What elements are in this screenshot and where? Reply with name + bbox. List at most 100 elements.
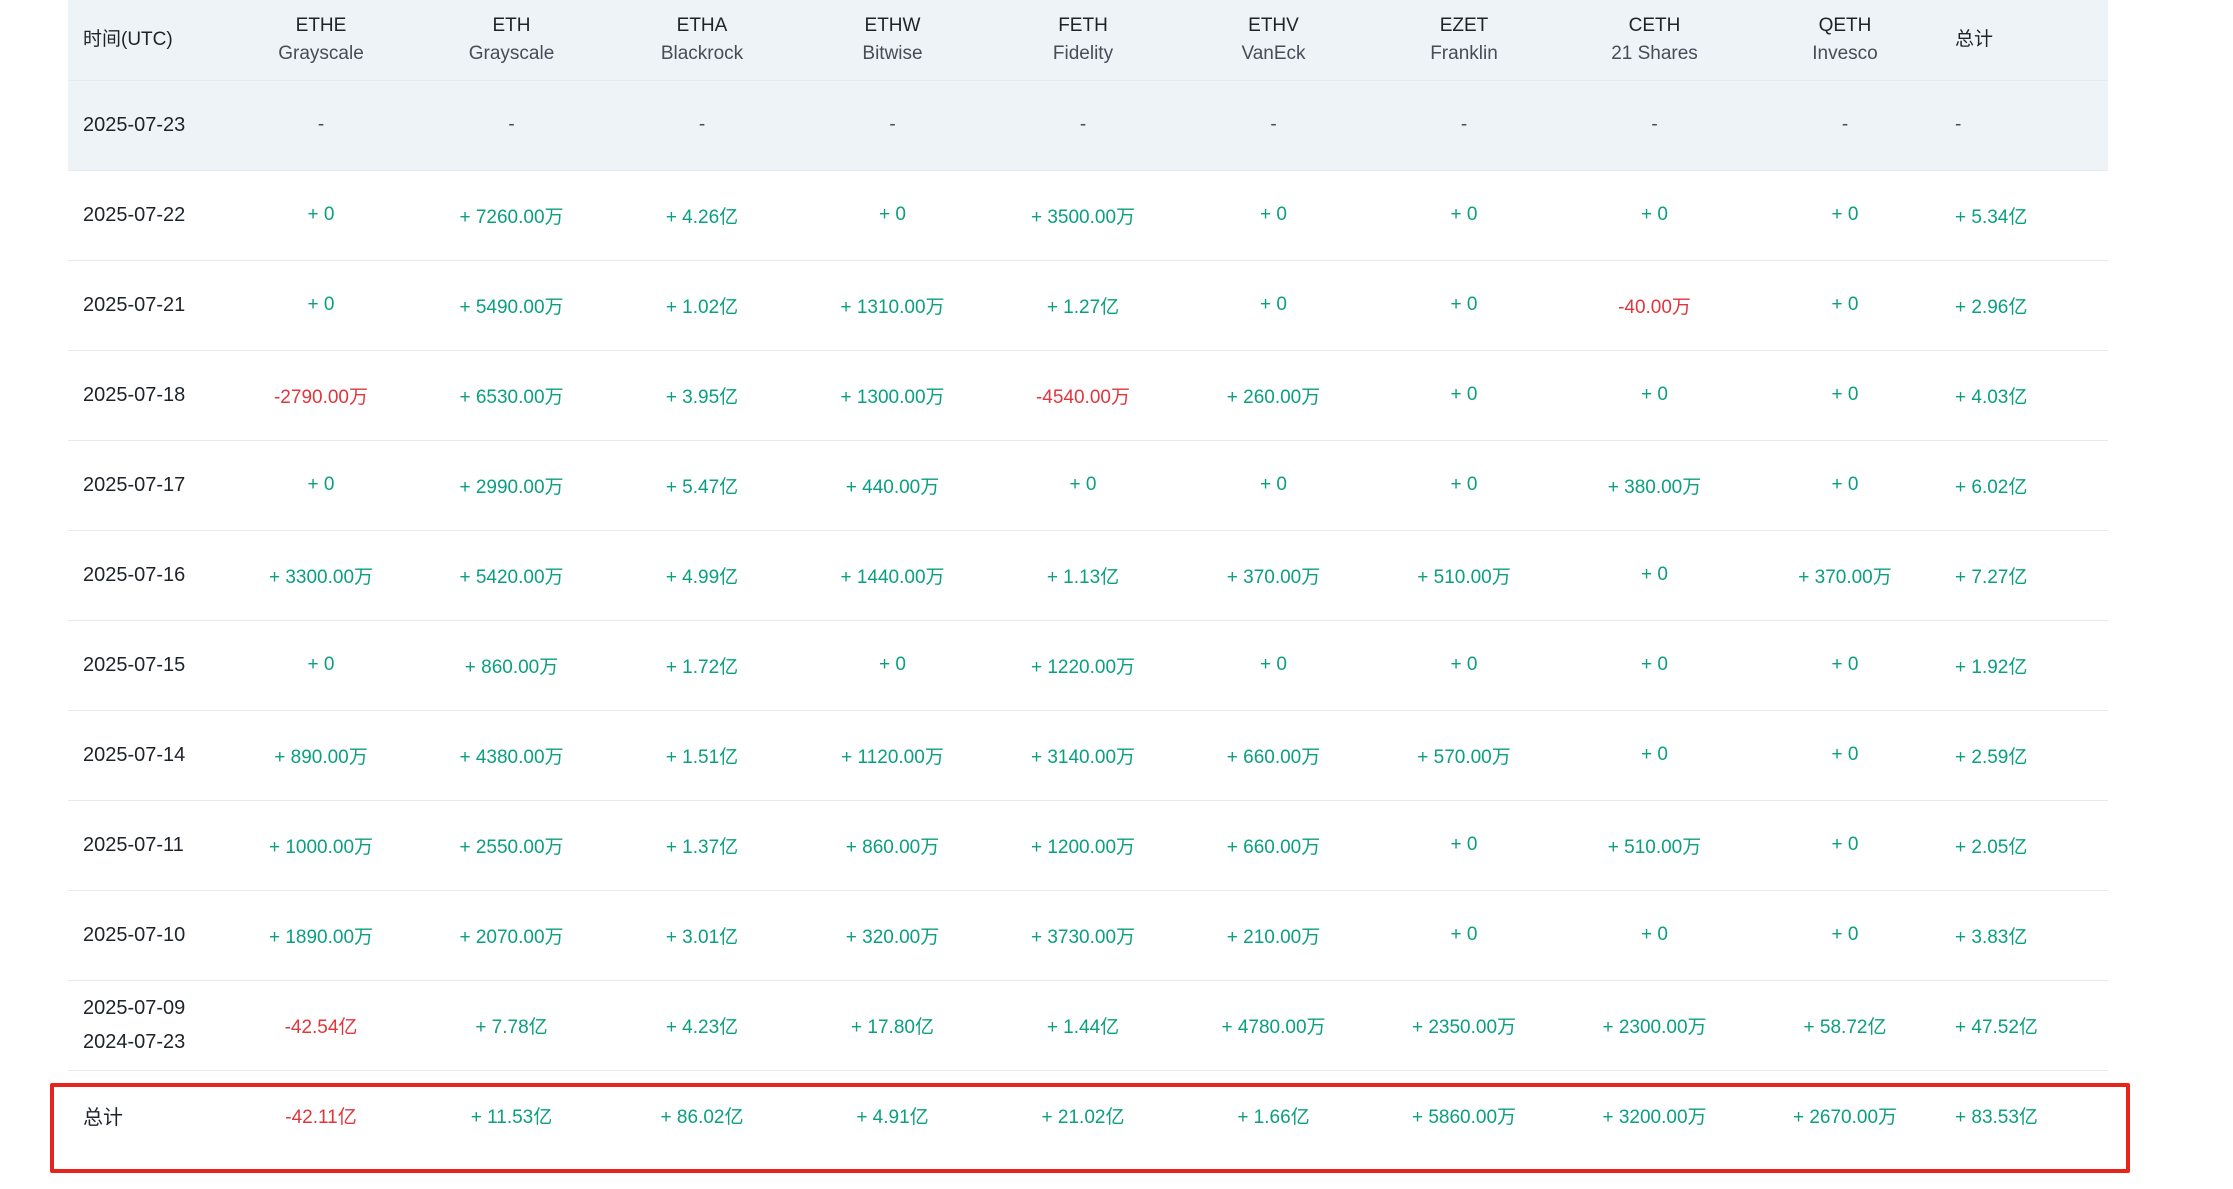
flow-cell-ceth: + 0	[1641, 744, 1668, 765]
table-header: 时间(UTC) ETHE Grayscale ETH Grayscale ETHA B…	[68, 0, 2108, 80]
flow-cell-ethw: + 1440.00万	[840, 566, 945, 588]
column-header-ezet: EZET Franklin	[1430, 14, 1498, 64]
date-label: 2025-07-09	[83, 997, 186, 1019]
total-cell: + 7.27亿	[1955, 566, 2028, 588]
flow-cell-etha: + 5.47亿	[665, 476, 739, 498]
total-cell: + 2.96亿	[1955, 296, 2028, 318]
total-cell: + 5.34亿	[1955, 206, 2028, 228]
table-row: 2025-07-11 + 1000.00万 + 2550.00万 + 1.37亿 + 8…	[68, 800, 2108, 890]
column-header-time: 时间(UTC)	[83, 28, 173, 50]
flow-cell-feth: + 0	[1069, 474, 1097, 495]
flow-cell-eth: + 5420.00万	[459, 566, 564, 588]
flow-cell-ethw: + 0	[879, 654, 906, 675]
flow-cell-ezet: + 0	[1450, 834, 1478, 855]
table-row: 2025-07-14 + 890.00万 + 4380.00万 + 1.51亿 + 11…	[68, 710, 2108, 800]
flow-cell-ethe: + 0	[307, 204, 335, 225]
summary-cell-feth: + 21.02亿	[1041, 1106, 1125, 1128]
flow-cell-ethv: + 0	[1260, 294, 1287, 315]
flow-cell-feth: + 3730.00万	[1030, 926, 1136, 948]
summary-cell-ceth: + 3200.00万	[1602, 1106, 1707, 1128]
total-cell: + 1.92亿	[1955, 656, 2028, 678]
date-cell: 2025-07-09 2024-07-23	[68, 980, 226, 1070]
date-label: 2025-07-14	[83, 744, 186, 766]
flow-cell-ezet: + 570.00万	[1417, 746, 1511, 768]
column-header-eth: ETH Grayscale	[468, 14, 555, 64]
flow-cell-ethw: + 320.00万	[845, 926, 940, 948]
flow-cell-ezet: + 0	[1450, 204, 1478, 225]
flow-cell-ceth: -40.00万	[1618, 296, 1691, 318]
summary-cell-ethw: + 4.91亿	[856, 1106, 929, 1128]
date-cell: 2025-07-17	[68, 440, 226, 530]
date-range-start-label: 2024-07-23	[83, 1031, 186, 1053]
flow-cell-ethe: + 0	[307, 294, 335, 315]
flow-cell-ceth: + 0	[1641, 564, 1668, 585]
date-label: 2025-07-15	[83, 654, 186, 676]
flow-cell-ezet: -	[1460, 114, 1468, 135]
flow-cell-eth: + 6530.00万	[459, 386, 564, 408]
flow-cell-ceth: + 0	[1641, 384, 1668, 405]
flow-cell-ezet: + 0	[1450, 384, 1478, 405]
flow-cell-qeth: + 0	[1831, 474, 1859, 495]
date-label: 2025-07-23	[83, 114, 186, 136]
date-cell: 2025-07-16	[68, 530, 226, 620]
date-label: 2025-07-11	[83, 834, 184, 856]
flow-cell-ethv: + 0	[1260, 654, 1287, 675]
flow-cell-eth: + 5490.00万	[459, 296, 564, 318]
flow-cell-ethw: -	[889, 114, 896, 135]
flow-cell-feth: -4540.00万	[1035, 386, 1130, 408]
flow-cell-feth: + 1.13亿	[1046, 566, 1120, 588]
column-header-etha: ETHA Blackrock	[660, 14, 744, 64]
flow-cell-qeth: + 0	[1831, 384, 1859, 405]
total-cell: + 2.05亿	[1955, 836, 2028, 858]
flow-cell-ceth: + 380.00万	[1607, 476, 1702, 498]
table-row: 2025-07-21 + 0 + 5490.00万 + 1.02亿 + 1310.00万…	[68, 260, 2108, 350]
summary-cell-ezet: + 5860.00万	[1411, 1106, 1517, 1128]
flow-cell-qeth: + 0	[1831, 294, 1859, 315]
flow-cell-ethv: -	[1270, 114, 1277, 135]
flow-cell-ethe: + 0	[307, 654, 335, 675]
header-row: 时间(UTC) ETHE Grayscale ETH Grayscale ETHA B…	[68, 0, 2108, 80]
summary-cell-eth: + 11.53亿	[470, 1106, 553, 1128]
table-row: 2025-07-18 -2790.00万 + 6530.00万 + 3.95亿 + 13…	[68, 350, 2108, 440]
column-header-total: 总计	[1955, 28, 1994, 50]
date-cell: 2025-07-15	[68, 620, 226, 710]
flow-cell-qeth: + 0	[1831, 744, 1859, 765]
date-cell: 2025-07-21	[68, 260, 226, 350]
table-row: 2025-07-22 + 0 + 7260.00万 + 4.26亿 + 0 + 3500.…	[68, 170, 2108, 260]
flow-cell-eth: + 7.78亿	[475, 1016, 548, 1038]
flow-cell-ezet: + 0	[1450, 474, 1478, 495]
column-header-ethv: ETHV VanEck	[1241, 14, 1306, 64]
total-cell: + 6.02亿	[1955, 476, 2028, 498]
flow-cell-eth: + 860.00万	[464, 656, 559, 678]
total-cell: + 2.59亿	[1955, 746, 2028, 768]
flow-cell-eth: + 7260.00万	[459, 206, 564, 228]
flow-cell-ethv: + 0	[1260, 474, 1287, 495]
flow-cell-ezet: + 510.00万	[1417, 566, 1511, 588]
date-label: 2025-07-16	[83, 564, 186, 586]
flow-cell-ezet: + 2350.00万	[1411, 1016, 1517, 1038]
date-label: 2025-07-10	[83, 924, 186, 946]
flow-cell-etha: -	[698, 114, 706, 135]
flow-cell-ethv: + 660.00万	[1226, 836, 1321, 858]
flow-cell-ethe: + 3300.00万	[268, 566, 374, 588]
flow-cell-ethe: -	[317, 114, 325, 135]
date-label: 2025-07-22	[83, 204, 186, 226]
flow-cell-qeth: + 370.00万	[1798, 566, 1892, 588]
summary-cell-ethe: -42.11亿	[285, 1106, 357, 1128]
table-body: 2025-07-23 - - - - - - - - - - 2025-07-22 + 0 + 7260.…	[68, 80, 2108, 1160]
flow-cell-eth: -	[508, 114, 515, 135]
flow-cell-etha: + 1.51亿	[665, 746, 739, 768]
flow-cell-ethv: + 260.00万	[1226, 386, 1321, 408]
date-label: 2025-07-21	[83, 294, 186, 316]
flow-cell-ethv: + 660.00万	[1226, 746, 1321, 768]
flow-cell-feth: + 1.44亿	[1046, 1016, 1120, 1038]
flow-cell-ethv: + 210.00万	[1226, 926, 1321, 948]
summary-cell-ethv: + 1.66亿	[1237, 1106, 1310, 1128]
column-header-feth: FETH Fidelity	[1052, 14, 1114, 64]
flow-cell-ethw: + 17.80亿	[851, 1016, 934, 1038]
flow-cell-qeth: + 0	[1831, 834, 1859, 855]
flow-cell-qeth: + 0	[1831, 654, 1859, 675]
table-row: 2025-07-17 + 0 + 2990.00万 + 5.47亿 + 440.00万 +…	[68, 440, 2108, 530]
date-cell: 2025-07-22	[68, 170, 226, 260]
flow-cell-etha: + 4.99亿	[665, 566, 739, 588]
